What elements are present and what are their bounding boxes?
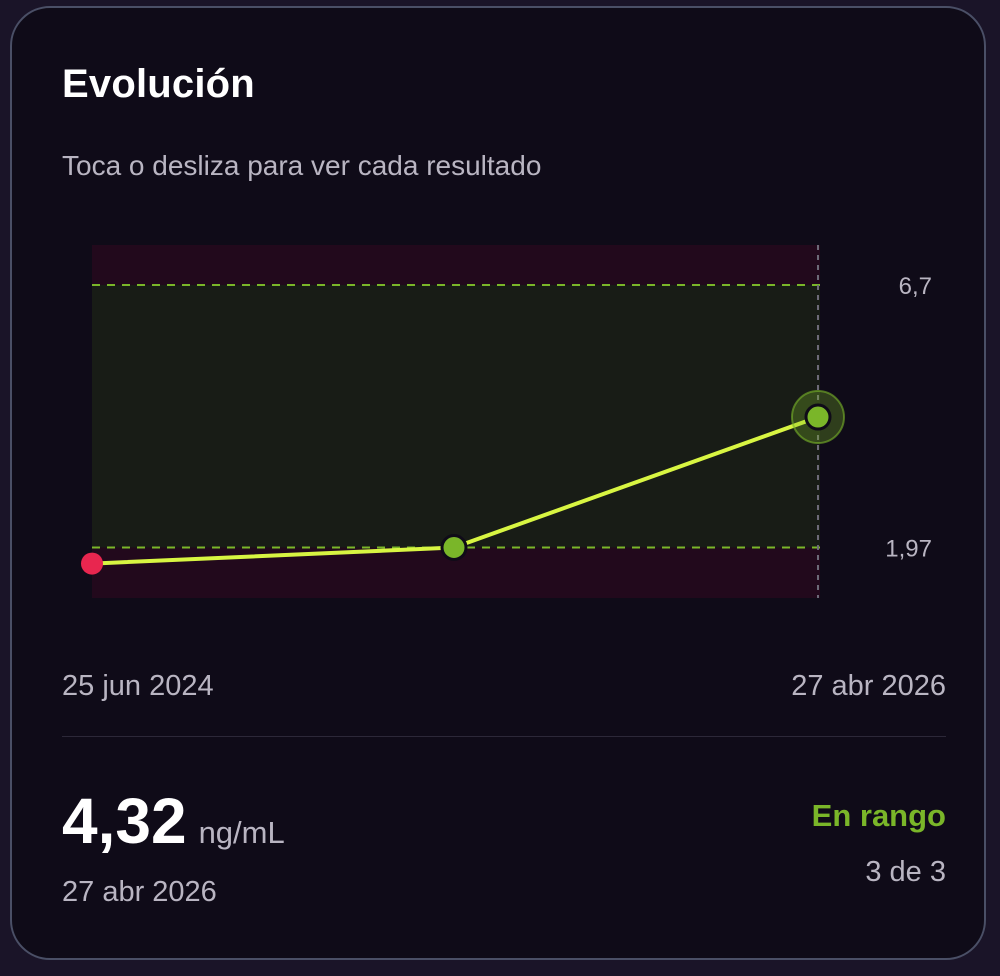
card-title: Evolución xyxy=(62,62,255,106)
selected-value: 4,32 xyxy=(62,785,187,857)
evolution-chart[interactable]: 6,7 1,97 xyxy=(12,8,988,658)
selected-date: 27 abr 2026 xyxy=(62,876,217,908)
range-low-label: 1,97 xyxy=(885,535,932,562)
evolution-card: Evolución Toca o desliza para ver cada r… xyxy=(10,6,986,960)
range-high-label: 6,7 xyxy=(899,273,932,300)
series-group xyxy=(81,390,845,575)
date-start-label: 25 jun 2024 xyxy=(62,670,214,702)
reference-range-band xyxy=(92,284,820,548)
card-subtitle: Toca o desliza para ver cada resultado xyxy=(62,150,542,181)
selected-value-row: 4,32 ng/mL xyxy=(62,784,285,858)
data-point[interactable] xyxy=(804,403,832,431)
data-point[interactable] xyxy=(81,552,103,575)
data-point[interactable] xyxy=(440,533,468,561)
status-badge: En rango xyxy=(811,798,946,833)
selected-unit: ng/mL xyxy=(198,815,285,850)
result-counter: 3 de 3 xyxy=(865,856,946,888)
date-end-label: 27 abr 2026 xyxy=(791,670,946,702)
divider xyxy=(62,736,946,737)
